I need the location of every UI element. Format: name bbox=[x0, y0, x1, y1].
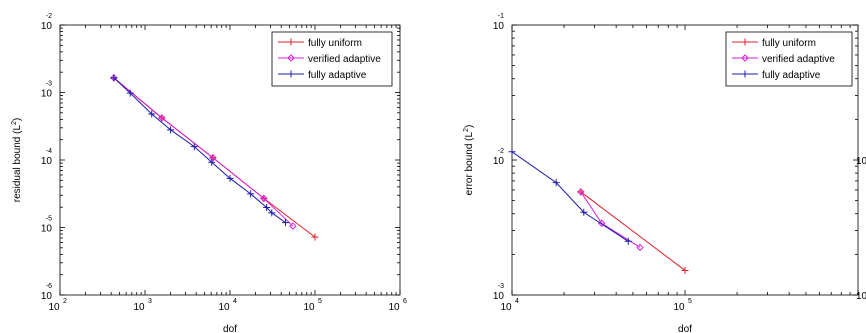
x-tick-label: 10 bbox=[48, 302, 60, 313]
data-point-diamond bbox=[158, 114, 166, 122]
data-point-plus bbox=[508, 148, 516, 156]
legend-marker bbox=[741, 54, 749, 62]
x-tick-exponent: 4 bbox=[233, 298, 237, 305]
y-tick-exponent: -1 bbox=[498, 13, 504, 20]
y-tick-exponent: -4 bbox=[46, 148, 52, 155]
x-axis-label: dof bbox=[678, 324, 692, 333]
x-tick-exponent: 5 bbox=[688, 298, 692, 305]
y-tick-label: 10 bbox=[41, 291, 53, 302]
legend-marker bbox=[287, 54, 295, 62]
x-axis-label: dof bbox=[223, 324, 237, 333]
series-line-verified-adaptive bbox=[113, 77, 294, 227]
legend-entry-label: fully uniform bbox=[308, 38, 362, 49]
y-tick-label: 10 bbox=[41, 89, 53, 100]
y-tick-exponent: -3 bbox=[46, 81, 52, 88]
data-point-diamond bbox=[260, 194, 268, 203]
data-point-plus bbox=[268, 209, 276, 217]
data-point-plus bbox=[226, 174, 234, 182]
x-tick-label: 10 bbox=[303, 302, 315, 313]
data-point-diamond bbox=[209, 154, 217, 162]
legend-entry-label: fully adaptive bbox=[308, 70, 367, 81]
data-point-plus bbox=[552, 179, 560, 187]
data-point-plus bbox=[247, 190, 255, 198]
series-line-fully-uniform bbox=[580, 191, 686, 271]
x-tick-label: 10 bbox=[133, 302, 145, 313]
right-edge-tick-label: 10 bbox=[856, 156, 866, 167]
y-tick-label: 10 bbox=[41, 21, 53, 32]
data-point-plus bbox=[190, 143, 198, 151]
x-tick-exponent: 6 bbox=[403, 298, 407, 305]
x-tick-label: 10 bbox=[673, 302, 685, 313]
legend-entry-label: fully adaptive bbox=[762, 70, 821, 81]
y-tick-label: 10 bbox=[493, 21, 505, 32]
x-tick-label: 10 bbox=[500, 302, 512, 313]
x-tick-exponent: 3 bbox=[148, 298, 152, 305]
y-tick-exponent: -6 bbox=[46, 283, 52, 290]
data-point-plus bbox=[624, 237, 632, 245]
data-point-plus bbox=[311, 233, 319, 241]
y-tick-exponent: -2 bbox=[46, 13, 52, 20]
legend-entry-label: verified adaptive bbox=[762, 54, 835, 65]
y-tick-label: 10 bbox=[493, 156, 505, 167]
y-tick-label: 10 bbox=[41, 156, 53, 167]
data-point-plus bbox=[208, 158, 216, 166]
data-point-plus bbox=[167, 126, 175, 134]
y-tick-exponent: -3 bbox=[498, 283, 504, 290]
x-tick-exponent: 5 bbox=[318, 298, 322, 305]
y-tick-exponent: -5 bbox=[46, 216, 52, 223]
data-point-plus bbox=[681, 266, 689, 274]
y-tick-exponent: -2 bbox=[498, 148, 504, 155]
legend-entry-label: fully uniform bbox=[762, 38, 816, 49]
chart-panel-1: 10210310410510610-210-310-410-510-6dofre… bbox=[11, 13, 407, 333]
series-line-verified-adaptive bbox=[580, 191, 641, 248]
x-tick-exponent: 4 bbox=[515, 298, 519, 305]
x-tick-label: 10 bbox=[218, 302, 230, 313]
series-line-fully-adaptive bbox=[511, 151, 629, 242]
legend-entry-label: verified adaptive bbox=[308, 54, 381, 65]
data-point-diamond bbox=[577, 188, 585, 196]
y-axis-label: residual bound (L2) bbox=[11, 118, 23, 203]
data-point-plus bbox=[126, 89, 134, 97]
x-tick-exponent: 2 bbox=[63, 298, 67, 305]
x-tick-label: 10 bbox=[388, 302, 400, 313]
right-edge-tick-label: 10 bbox=[856, 291, 866, 302]
y-tick-label: 10 bbox=[493, 291, 505, 302]
data-point-plus bbox=[148, 110, 156, 118]
data-point-plus bbox=[110, 74, 118, 82]
y-axis-label: error bound (L2) bbox=[463, 125, 475, 196]
y-tick-label: 10 bbox=[41, 224, 53, 235]
data-point-plus bbox=[580, 208, 588, 216]
data-point-plus bbox=[282, 219, 290, 227]
data-point-diamond bbox=[636, 243, 644, 252]
data-point-plus bbox=[263, 203, 271, 211]
data-point-diamond bbox=[289, 222, 297, 230]
legend bbox=[271, 31, 393, 87]
